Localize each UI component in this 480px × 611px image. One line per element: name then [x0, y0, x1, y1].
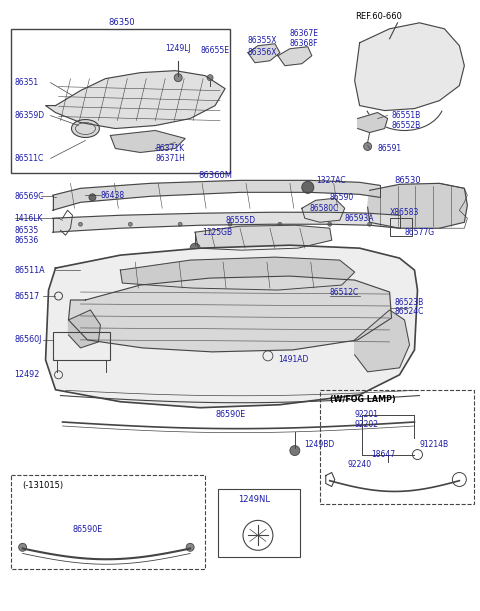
- Text: 1249NL: 1249NL: [238, 495, 270, 504]
- Text: (-131015): (-131015): [23, 481, 64, 490]
- Circle shape: [278, 222, 282, 226]
- Text: 86530: 86530: [395, 176, 421, 185]
- Text: 86577G: 86577G: [405, 228, 435, 236]
- Circle shape: [190, 243, 200, 253]
- Bar: [52, 332, 110, 360]
- Text: 86511C: 86511C: [15, 154, 44, 163]
- Bar: [11, 29, 230, 174]
- Polygon shape: [358, 112, 387, 133]
- Text: 86552B: 86552B: [392, 121, 421, 130]
- Text: 92201: 92201: [355, 410, 379, 419]
- Text: 86580C: 86580C: [310, 204, 339, 213]
- Text: 86371H: 86371H: [155, 154, 185, 163]
- Text: 86555D: 86555D: [225, 216, 255, 225]
- Text: 86355X: 86355X: [248, 36, 277, 45]
- Text: 1125GB: 1125GB: [202, 228, 232, 236]
- Circle shape: [128, 222, 132, 226]
- Text: 86511A: 86511A: [15, 266, 45, 274]
- Circle shape: [89, 194, 96, 201]
- Circle shape: [178, 222, 182, 226]
- Bar: [320, 390, 474, 505]
- Polygon shape: [52, 180, 380, 210]
- Text: 86655E: 86655E: [200, 46, 229, 55]
- Circle shape: [207, 75, 213, 81]
- Text: 86524C: 86524C: [395, 307, 424, 316]
- Circle shape: [228, 222, 232, 226]
- Circle shape: [368, 222, 372, 226]
- Text: 86360M: 86360M: [198, 171, 232, 180]
- Text: 86569C: 86569C: [15, 192, 44, 201]
- Text: 86371K: 86371K: [155, 144, 184, 153]
- Polygon shape: [46, 71, 225, 128]
- Text: 18647: 18647: [372, 450, 396, 459]
- Text: 86350: 86350: [108, 18, 135, 27]
- Text: 86517: 86517: [15, 291, 40, 301]
- Circle shape: [290, 445, 300, 456]
- Circle shape: [186, 543, 194, 551]
- Ellipse shape: [72, 120, 99, 137]
- Text: 1249LJ: 1249LJ: [165, 44, 191, 53]
- Circle shape: [328, 222, 332, 226]
- Text: 1249BD: 1249BD: [304, 440, 334, 449]
- Bar: [11, 475, 205, 569]
- Polygon shape: [110, 131, 185, 152]
- Text: 86591: 86591: [378, 144, 402, 153]
- Bar: [390, 218, 411, 236]
- Text: 86356X: 86356X: [248, 48, 277, 57]
- Polygon shape: [120, 257, 355, 290]
- Text: 1416LK: 1416LK: [15, 214, 43, 223]
- Text: 12492: 12492: [15, 370, 40, 379]
- Text: 86535: 86535: [15, 225, 39, 235]
- Text: 86512C: 86512C: [330, 288, 359, 296]
- Polygon shape: [195, 225, 332, 250]
- Text: 86359D: 86359D: [15, 111, 45, 120]
- Polygon shape: [278, 47, 312, 66]
- Bar: [218, 489, 300, 557]
- Polygon shape: [368, 183, 468, 229]
- Text: 86438: 86438: [100, 191, 124, 200]
- Text: 92202: 92202: [355, 420, 379, 429]
- Circle shape: [78, 222, 83, 226]
- Polygon shape: [69, 276, 392, 352]
- Text: 86590: 86590: [330, 193, 354, 202]
- Text: X86583: X86583: [390, 208, 419, 217]
- Polygon shape: [52, 212, 399, 232]
- Polygon shape: [69, 310, 100, 348]
- Text: 1491AD: 1491AD: [278, 356, 308, 364]
- Circle shape: [364, 142, 372, 150]
- Text: 91214B: 91214B: [420, 440, 449, 449]
- Circle shape: [174, 74, 182, 82]
- Text: 1327AC: 1327AC: [316, 176, 346, 185]
- Polygon shape: [355, 310, 409, 372]
- Text: 86551B: 86551B: [392, 111, 421, 120]
- Text: 86560J: 86560J: [15, 335, 42, 345]
- Text: 86368F: 86368F: [290, 39, 318, 48]
- Polygon shape: [302, 199, 345, 222]
- Polygon shape: [46, 245, 418, 408]
- Text: 86351: 86351: [15, 78, 39, 87]
- Text: 86523B: 86523B: [395, 298, 424, 307]
- Circle shape: [302, 181, 314, 193]
- Text: (W/FOG LAMP): (W/FOG LAMP): [330, 395, 396, 404]
- Text: 86590E: 86590E: [72, 525, 103, 534]
- Polygon shape: [248, 44, 280, 63]
- Text: 86536: 86536: [15, 236, 39, 244]
- Circle shape: [334, 216, 342, 224]
- Text: 86590E: 86590E: [215, 410, 245, 419]
- Text: 86367E: 86367E: [290, 29, 319, 38]
- Text: REF.60-660: REF.60-660: [355, 12, 402, 21]
- Circle shape: [19, 543, 26, 551]
- Text: 86593A: 86593A: [345, 214, 374, 223]
- Polygon shape: [355, 23, 464, 111]
- Text: 92240: 92240: [348, 460, 372, 469]
